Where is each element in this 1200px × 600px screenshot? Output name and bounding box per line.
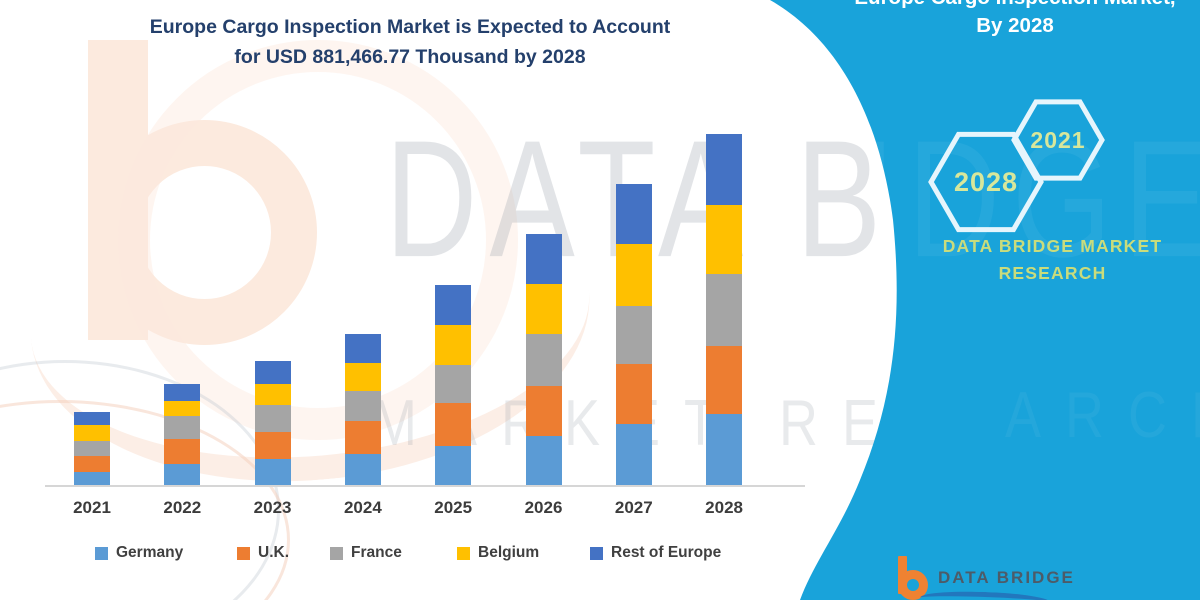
legend-label-uk: U.K. xyxy=(258,544,289,561)
bar-segment-belgium-2021 xyxy=(74,425,110,441)
bar-segment-germany-2027 xyxy=(615,424,652,485)
bar-segment-germany-2022 xyxy=(164,464,201,485)
side-panel-shape xyxy=(770,0,1200,600)
legend-swatch-rest-of-europe xyxy=(590,546,603,560)
bar-segment-germany-2023 xyxy=(254,459,291,485)
side-panel-title-line1: Europe Cargo Inspection Market, xyxy=(845,0,1185,12)
bar-segment-rest-of-europe-2024 xyxy=(344,334,381,363)
hexagon-2028 xyxy=(928,131,1044,233)
legend-item-belgium: Belgium xyxy=(457,544,539,562)
legend-label-belgium: Belgium xyxy=(478,544,540,561)
legend-swatch-france xyxy=(330,546,343,560)
chart-title: Europe Cargo Inspection Market is Expect… xyxy=(60,12,760,72)
bar-segment-belgium-2027 xyxy=(615,244,652,306)
x-axis-label-2024: 2024 xyxy=(343,498,382,517)
x-axis-label-2028: 2028 xyxy=(705,498,743,517)
bar-segment-u-k--2026 xyxy=(525,386,562,436)
bar-2021 xyxy=(74,412,110,485)
bar-2026 xyxy=(525,234,562,485)
hexagon-2028-year: 2028 xyxy=(954,167,1018,197)
bar-segment-france-2024 xyxy=(344,391,381,421)
legend-swatch-germany xyxy=(95,546,108,560)
x-axis-label-2022: 2022 xyxy=(163,498,202,517)
legend-label-france: France xyxy=(351,544,402,561)
legend-item-germany: Germany xyxy=(95,544,183,562)
bar-segment-france-2028 xyxy=(706,274,743,346)
bar-segment-rest-of-europe-2023 xyxy=(254,361,291,384)
bar-segment-rest-of-europe-2027 xyxy=(615,184,652,244)
bar-segment-france-2027 xyxy=(615,306,652,364)
chart-title-line2: for USD 881,466.77 Thousand by 2028 xyxy=(234,46,586,68)
bar-segment-rest-of-europe-2026 xyxy=(525,234,562,284)
legend-label-rest-of-europe: Rest of Europe xyxy=(611,544,722,561)
bar-2022 xyxy=(164,384,201,485)
x-axis-line xyxy=(45,485,805,487)
legend-item-rest-of-europe: Rest of Europe xyxy=(590,544,721,562)
legend-item-france: France xyxy=(330,544,402,562)
bar-segment-germany-2028 xyxy=(706,414,743,485)
bar-segment-belgium-2025 xyxy=(435,325,472,365)
bar-segment-rest-of-europe-2025 xyxy=(435,285,472,325)
hexagon-2021 xyxy=(1011,99,1105,181)
bar-segment-belgium-2022 xyxy=(164,401,201,416)
bar-segment-belgium-2028 xyxy=(706,205,743,274)
bar-segment-germany-2025 xyxy=(435,446,472,485)
x-axis-label-2023: 2023 xyxy=(253,498,292,517)
side-panel-title: Europe Cargo Inspection Market, By 2028 xyxy=(845,0,1185,40)
bar-segment-u-k--2021 xyxy=(74,456,110,472)
legend-item-uk: U.K. xyxy=(237,544,289,562)
bar-segment-u-k--2025 xyxy=(435,403,472,446)
brand-name: DATA BRIDGE MARKET RESEARCH xyxy=(880,233,1200,287)
bar-2028 xyxy=(706,134,743,485)
bar-segment-rest-of-europe-2022 xyxy=(164,384,201,401)
bar-segment-france-2022 xyxy=(164,416,201,439)
hexagon-2021-year: 2021 xyxy=(1030,127,1085,153)
chart-title-line1: Europe Cargo Inspection Market is Expect… xyxy=(149,16,671,38)
footer-logo-text: DATA BRIDGE xyxy=(938,568,1075,587)
bar-segment-belgium-2024 xyxy=(344,363,381,391)
bar-segment-u-k--2023 xyxy=(254,432,291,459)
brand-name-line1: DATA BRIDGE MARKET xyxy=(942,236,1163,256)
footer-logo: DATA BRIDGE xyxy=(898,556,1198,600)
bar-segment-germany-2021 xyxy=(74,472,110,485)
bar-segment-u-k--2024 xyxy=(344,421,381,454)
footer-logo-swoosh xyxy=(919,589,1051,600)
bar-segment-belgium-2026 xyxy=(525,284,562,334)
bar-segment-u-k--2022 xyxy=(164,439,201,464)
bar-segment-rest-of-europe-2028 xyxy=(706,134,743,205)
x-axis-label-2021: 2021 xyxy=(73,498,111,517)
bar-2024 xyxy=(344,334,381,485)
bar-segment-france-2026 xyxy=(525,334,562,386)
bar-segment-belgium-2023 xyxy=(254,384,291,405)
bar-2027 xyxy=(615,184,652,485)
x-axis-label-2027: 2027 xyxy=(614,498,653,517)
watermark-text-on-panel-mid: ARCH xyxy=(1005,379,1200,452)
legend-swatch-belgium xyxy=(457,546,470,560)
bar-segment-u-k--2028 xyxy=(706,346,743,414)
bar-segment-germany-2024 xyxy=(344,454,381,485)
side-panel-title-line2: By 2028 xyxy=(976,14,1054,37)
x-axis-label-2025: 2025 xyxy=(434,498,473,517)
bar-segment-france-2023 xyxy=(254,405,291,432)
bar-segment-germany-2026 xyxy=(525,436,562,485)
legend-swatch-uk xyxy=(237,546,250,560)
bar-segment-france-2021 xyxy=(74,441,110,456)
bar-segment-france-2025 xyxy=(435,365,472,403)
bar-2025 xyxy=(435,285,472,485)
hexagon-years-graphic: 2028 2021 xyxy=(928,99,1105,233)
brand-name-line2: RESEARCH xyxy=(998,263,1107,283)
x-axis-label-2026: 2026 xyxy=(524,498,563,517)
legend-label-germany: Germany xyxy=(116,544,184,561)
bar-segment-u-k--2027 xyxy=(615,364,652,424)
footer-logo-b-bowl xyxy=(898,570,928,600)
bar-2023 xyxy=(254,361,291,485)
bar-segment-rest-of-europe-2021 xyxy=(74,412,110,425)
